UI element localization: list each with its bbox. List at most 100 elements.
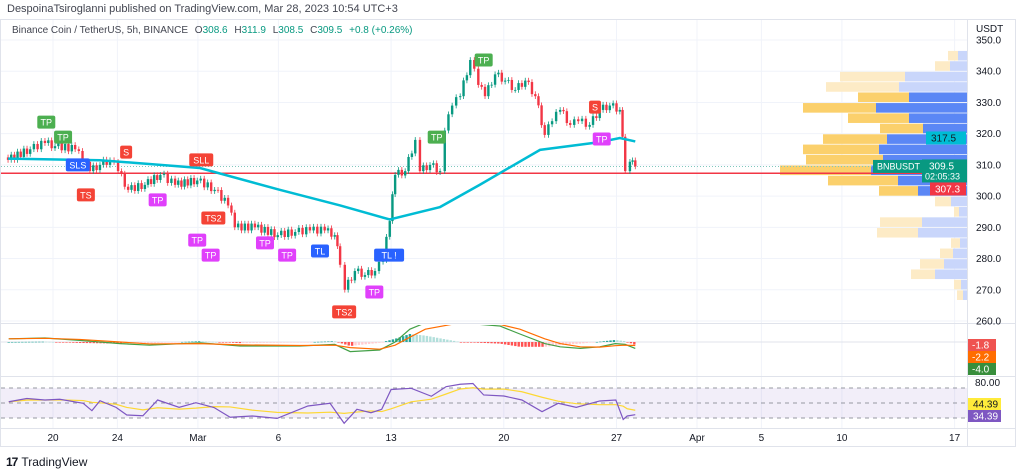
- signal-marker-badge: [189, 153, 214, 167]
- candle-body: [410, 153, 414, 157]
- macd-histogram-bar: [619, 340, 622, 342]
- signal-marker-badge: [255, 236, 274, 250]
- candle-body: [206, 182, 209, 188]
- price-axis[interactable]: 350.0 340.0 330.0 320.0 310.0 300.0 290.0 280.0…: [976, 36, 1001, 328]
- candle-body: [50, 140, 53, 149]
- candle-body: [477, 68, 480, 85]
- macd-histogram-bar: [463, 342, 466, 343]
- macd-histogram-bar: [116, 342, 119, 344]
- signal-marker-label: TS: [80, 190, 92, 200]
- macd-histogram-bar: [609, 340, 612, 342]
- candle-body: [487, 85, 490, 97]
- candle-body: [598, 109, 601, 119]
- macd-histogram-bar: [14, 341, 17, 343]
- candle-body: [432, 163, 435, 165]
- candle-body: [615, 103, 618, 112]
- macd-histogram-bar: [306, 342, 310, 343]
- macd-histogram-bar: [378, 342, 381, 343]
- macd-histogram-bar: [310, 342, 313, 343]
- candle-body: [290, 229, 293, 236]
- rsi-pane: [1, 382, 967, 425]
- macd-histogram-bar: [262, 342, 265, 343]
- macd-histogram-bar: [303, 342, 306, 343]
- macd-histogram-bar: [146, 342, 150, 344]
- high-value: 311.9: [241, 25, 266, 36]
- signal-marker-badge: [188, 233, 207, 247]
- symbol-legend: Binance Coin / TetherUS, 5h, BINANCE O30…: [12, 25, 413, 36]
- candle-body: [47, 140, 50, 144]
- rsi-ma-label-bg: [968, 398, 1001, 410]
- macd-histogram-bar: [194, 341, 197, 342]
- signal-marker-badge: [120, 145, 133, 159]
- macd-histogram-bar: [296, 342, 299, 343]
- signal-marker: S: [120, 145, 133, 159]
- macd-histogram-bar: [412, 334, 415, 342]
- macd-histogram-bar: [602, 341, 605, 342]
- candle-body: [588, 124, 591, 127]
- candle-body: [209, 182, 213, 192]
- volume-profile-up-bar: [918, 227, 967, 238]
- signal-marker-label: TP: [41, 118, 53, 128]
- macd-histogram-bar: [214, 341, 218, 343]
- change-value: +0.8 (+0.26%): [349, 25, 413, 36]
- signal-marker: TP: [148, 193, 167, 207]
- volume-profile-down-bar: [823, 134, 887, 144]
- candle-body: [77, 149, 81, 151]
- candle-body: [400, 169, 404, 176]
- signal-marker-label: TP: [152, 195, 164, 205]
- signal-marker: TP: [188, 233, 207, 247]
- candle-body: [397, 169, 400, 175]
- candle-body: [428, 164, 432, 171]
- candle-body: [36, 143, 39, 150]
- candle-body: [308, 227, 312, 231]
- tradingview-logo[interactable]: 17 TradingView: [6, 455, 87, 469]
- candle-body: [336, 235, 339, 247]
- time-axis[interactable]: 20 24 Mar 6 13 20 27 Apr 5 10 17: [47, 433, 960, 444]
- candle-body: [116, 161, 120, 172]
- macd-histogram-bar: [435, 337, 439, 342]
- macd-histogram-bar: [357, 342, 361, 346]
- signal-marker-label: TL: [315, 247, 326, 257]
- macd-histogram-bar: [279, 342, 282, 343]
- candle-body: [247, 223, 250, 231]
- candle-body: [550, 121, 554, 125]
- volume-profile-up-bar: [960, 238, 967, 248]
- time-tick-label: 13: [386, 433, 398, 444]
- candle-body: [53, 146, 57, 149]
- macd-histogram-bar: [592, 342, 595, 343]
- volume-profile-down-bar: [935, 196, 951, 207]
- candle-body: [319, 226, 323, 234]
- macd-histogram-bar: [486, 342, 490, 344]
- macd-histogram-bar: [38, 341, 41, 343]
- candle-body: [312, 226, 315, 231]
- candle-body: [558, 109, 562, 112]
- candle-body: [367, 269, 370, 276]
- macd-histogram-bar: [333, 341, 337, 342]
- candle-body: [435, 163, 438, 173]
- macd-histogram-bar: [439, 338, 442, 342]
- volume-profile-down-bar: [954, 207, 959, 217]
- candle-body: [458, 96, 462, 98]
- candle-body: [520, 83, 524, 87]
- macd-histogram-bar: [119, 342, 123, 344]
- rsi-ma-value: 44.39: [973, 400, 998, 411]
- signal-marker: TP: [201, 248, 220, 262]
- macd-histogram-bar: [361, 342, 364, 345]
- candle-body: [483, 86, 487, 97]
- signal-marker-badge: [76, 188, 95, 202]
- time-tick-label: 20: [498, 433, 510, 444]
- candle-body: [305, 227, 308, 235]
- signal-marker: SLL: [189, 153, 214, 167]
- bar-countdown: 02:05:33: [925, 171, 960, 181]
- candle-body: [270, 229, 273, 235]
- signal-marker-label: TS2: [205, 213, 222, 223]
- macd-histogram-bar: [446, 339, 449, 342]
- candle-body: [276, 235, 279, 238]
- macd-histogram-bar: [554, 342, 558, 346]
- signal-marker-badge: [54, 130, 73, 144]
- candle-body: [584, 118, 588, 127]
- candle-body: [273, 229, 276, 238]
- macd-histogram-bar: [58, 342, 61, 343]
- volume-profile-up-bar: [953, 248, 967, 259]
